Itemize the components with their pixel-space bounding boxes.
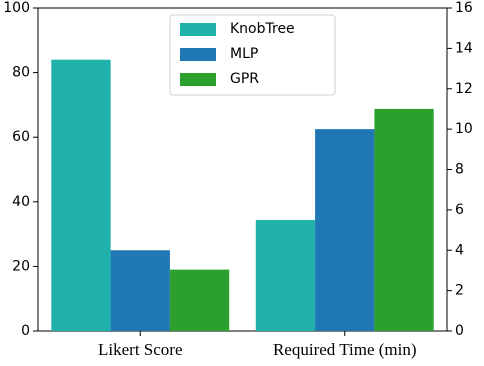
- legend-swatch: [180, 23, 216, 36]
- bar: [110, 250, 170, 331]
- legend-label: MLP: [230, 46, 258, 62]
- y-tick-label: 40: [12, 194, 30, 210]
- legend-swatch: [180, 48, 216, 61]
- y2-tick-label: 0: [455, 323, 464, 339]
- x-tick-label: Likert Score: [98, 340, 183, 359]
- y2-tick-label: 6: [455, 202, 464, 218]
- y2-tick-label: 4: [455, 242, 464, 258]
- legend-label: KnobTree: [230, 21, 295, 37]
- y2-tick-label: 16: [455, 0, 473, 16]
- y2-tick-label: 12: [455, 81, 473, 97]
- x-tick-label: Required Time (min): [273, 340, 417, 359]
- y-tick-label: 20: [12, 258, 30, 274]
- y2-tick-label: 8: [455, 162, 464, 178]
- bar: [315, 129, 375, 331]
- legend-swatch: [180, 73, 216, 86]
- y2-tick-label: 14: [455, 40, 473, 56]
- y-tick-label: 100: [3, 0, 30, 16]
- bar: [374, 108, 434, 331]
- legend-label: GPR: [230, 71, 259, 87]
- bar: [51, 59, 111, 332]
- y-tick-label: 60: [12, 129, 30, 145]
- y2-tick-label: 10: [455, 121, 473, 137]
- bar: [169, 269, 230, 331]
- y-tick-label: 0: [21, 323, 30, 339]
- y-tick-label: 80: [12, 65, 30, 81]
- y2-tick-label: 2: [455, 283, 464, 299]
- bar: [255, 219, 316, 331]
